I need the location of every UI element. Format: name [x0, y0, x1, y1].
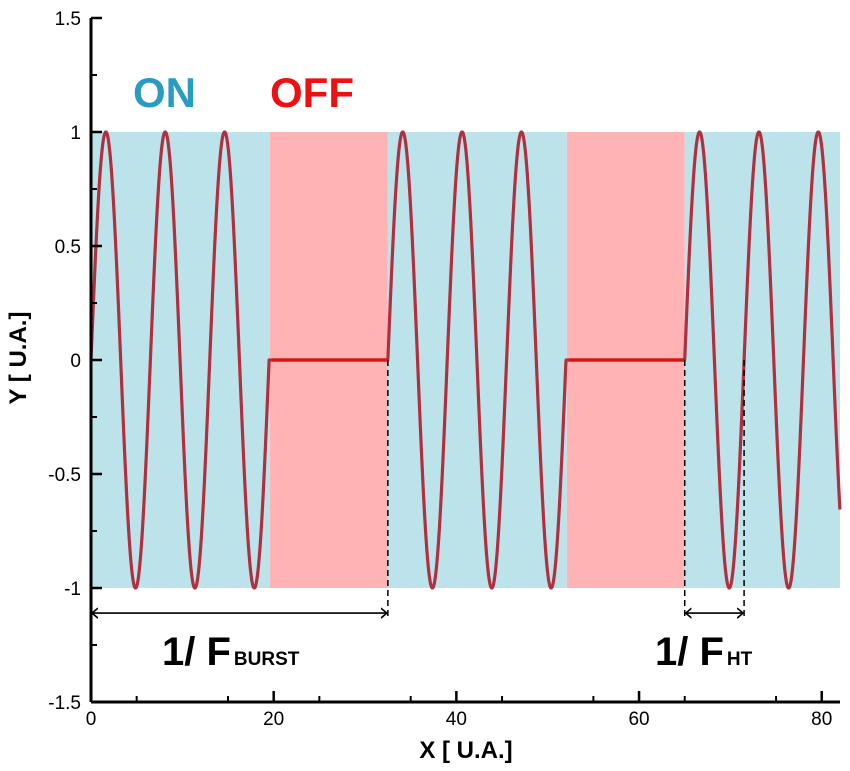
- region-on-4: [684, 132, 840, 588]
- axis-ticks: 0 20 40 60 80 -1.5 -1 -0.5 0 0.5 1 1.5: [48, 9, 832, 730]
- y-tick-label: -0.5: [48, 465, 81, 486]
- signal-series: [89, 130, 842, 590]
- x-tick-label: 0: [86, 709, 97, 730]
- period-label-ht: 1/ F HT: [655, 630, 753, 674]
- x-axis-title: X [ U.A.]: [419, 737, 512, 764]
- signal-line: [89, 130, 842, 590]
- y-tick-label: 1.5: [55, 9, 81, 30]
- x-tick-label: 40: [446, 709, 467, 730]
- off-state-label: OFF: [270, 69, 354, 116]
- y-tick-label: -1: [64, 579, 81, 600]
- y-tick-label: 0.5: [55, 237, 81, 258]
- period-label-subscript-burst: BURST: [234, 649, 300, 670]
- y-tick-label: 0: [70, 351, 81, 372]
- y-axis-title: Y [ U.A.]: [5, 312, 32, 405]
- x-tick-label: 20: [263, 709, 284, 730]
- x-tick-label: 80: [811, 709, 832, 730]
- on-state-label: ON: [133, 69, 196, 116]
- y-tick-label: -1.5: [48, 693, 81, 714]
- y-tick-label: 1: [70, 123, 81, 144]
- period-label-subscript-ht: HT: [727, 649, 753, 670]
- x-tick-label: 60: [628, 709, 649, 730]
- period-label-burst: 1/ F BURST: [162, 630, 300, 674]
